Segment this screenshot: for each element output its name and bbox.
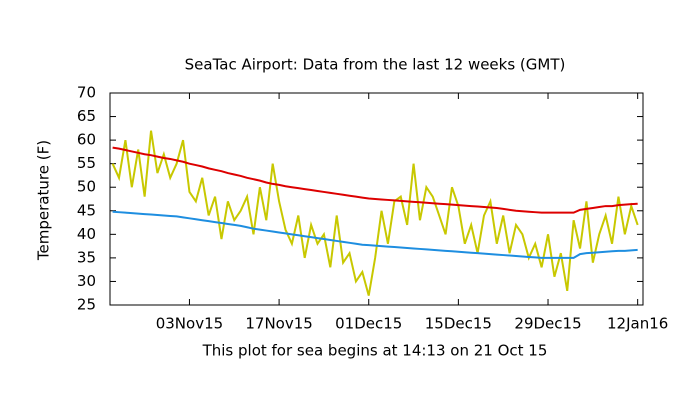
y-tick-label: 45 [77, 201, 96, 219]
x-tick-label: 29Dec15 [514, 315, 581, 333]
plot-frame [109, 92, 644, 306]
series-line [112, 146, 638, 214]
chart-title: SeaTac Airport: Data from the last 12 we… [185, 56, 566, 74]
y-tick-label: 30 [77, 272, 96, 290]
x-tick-label: 03Nov15 [156, 315, 223, 333]
y-tick-label: 35 [77, 248, 96, 266]
y-tick-label: 65 [77, 107, 96, 125]
x-tick-label: 01Dec15 [335, 315, 402, 333]
y-tick-label: 60 [77, 131, 96, 149]
y-tick-label: 50 [77, 178, 96, 196]
x-axis-label: This plot for sea begins at 14:13 on 21 … [202, 342, 548, 360]
series-line [111, 130, 639, 296]
x-tick-label: 12Jan16 [607, 315, 668, 333]
y-tick-label: 40 [77, 225, 96, 243]
y-tick-label: 70 [77, 84, 96, 102]
y-tick-label: 25 [77, 296, 96, 314]
x-tick-label: 17Nov15 [245, 315, 312, 333]
y-axis-label: Temperature (F) [35, 140, 53, 261]
x-tick-label: 15Dec15 [425, 315, 492, 333]
y-tick-label: 55 [77, 154, 96, 172]
series-line [112, 210, 638, 259]
